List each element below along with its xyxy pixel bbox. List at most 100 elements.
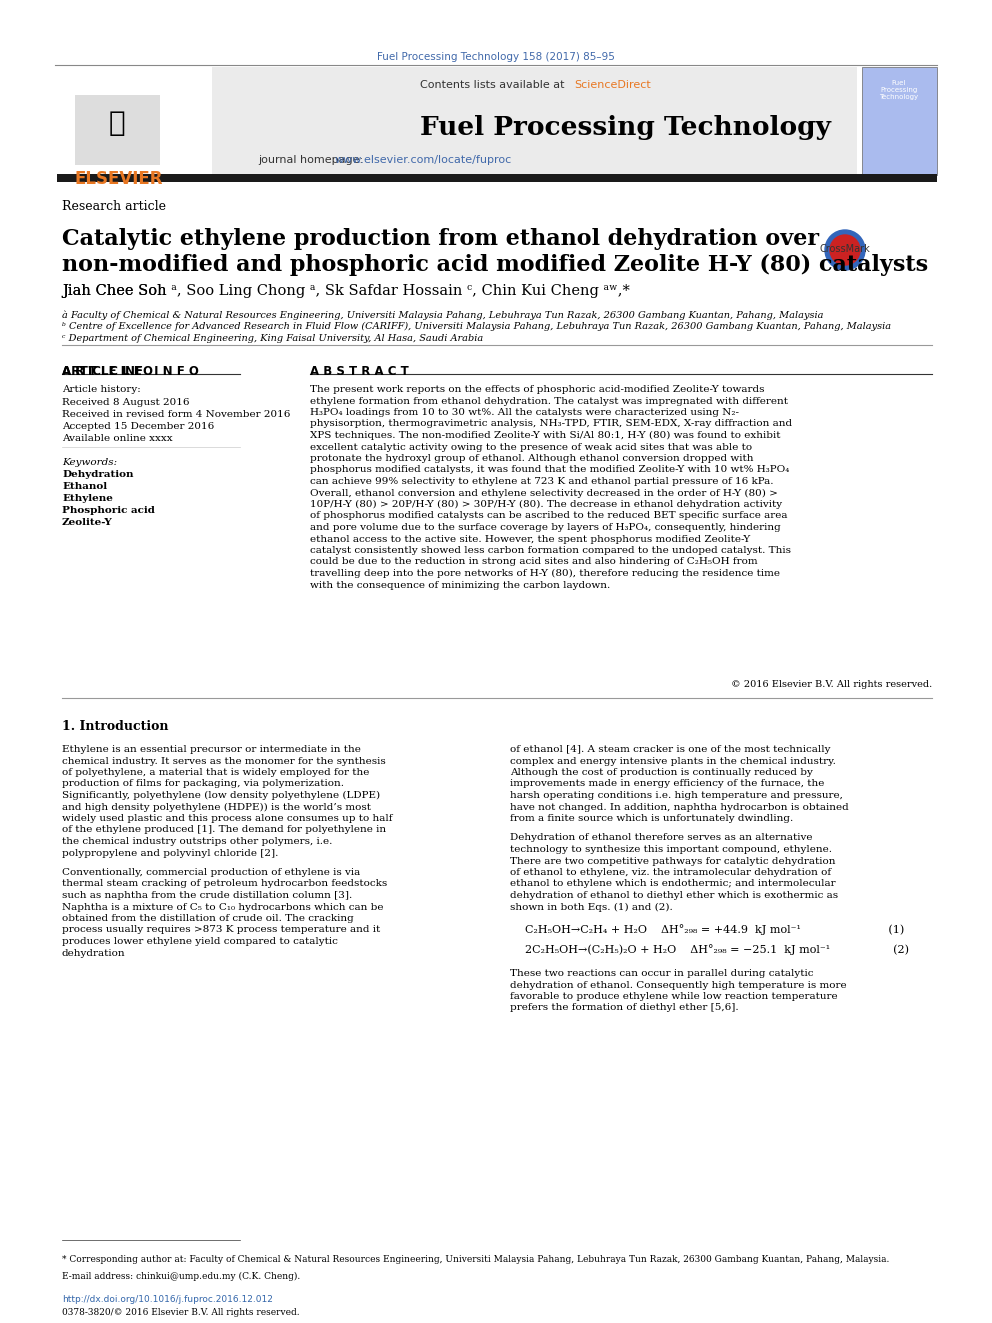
Text: and high density polyethylene (HDPE)) is the world’s most: and high density polyethylene (HDPE)) is… — [62, 803, 371, 811]
Text: CrossMark: CrossMark — [819, 243, 870, 254]
Text: Zeolite-Y: Zeolite-Y — [62, 519, 113, 527]
Text: Fuel Processing Technology: Fuel Processing Technology — [420, 115, 831, 140]
Text: Ethylene is an essential precursor or intermediate in the: Ethylene is an essential precursor or in… — [62, 745, 361, 754]
Text: prefers the formation of diethyl ether [5,6].: prefers the formation of diethyl ether [… — [510, 1004, 739, 1012]
Text: ethanol to ethylene which is endothermic; and intermolecular: ethanol to ethylene which is endothermic… — [510, 880, 835, 889]
Text: Dehydration of ethanol therefore serves as an alternative: Dehydration of ethanol therefore serves … — [510, 833, 812, 843]
Text: of the ethylene produced [1]. The demand for polyethylene in: of the ethylene produced [1]. The demand… — [62, 826, 386, 835]
Text: * Corresponding author at: Faculty of Chemical & Natural Resources Engineering, : * Corresponding author at: Faculty of Ch… — [62, 1256, 890, 1263]
Text: Received in revised form 4 November 2016: Received in revised form 4 November 2016 — [62, 410, 291, 419]
Text: and pore volume due to the surface coverage by layers of H₃PO₄, consequently, hi: and pore volume due to the surface cover… — [310, 523, 781, 532]
Text: E-mail address: chinkui@ump.edu.my (C.K. Cheng).: E-mail address: chinkui@ump.edu.my (C.K.… — [62, 1271, 301, 1281]
Text: Overall, ethanol conversion and ethylene selectivity decreased in the order of H: Overall, ethanol conversion and ethylene… — [310, 488, 778, 497]
Text: dehydration: dehydration — [62, 949, 126, 958]
Text: ethylene formation from ethanol dehydration. The catalyst was impregnated with d: ethylene formation from ethanol dehydrat… — [310, 397, 788, 406]
Text: with the consequence of minimizing the carbon laydown.: with the consequence of minimizing the c… — [310, 581, 610, 590]
Text: http://dx.doi.org/10.1016/j.fuproc.2016.12.012: http://dx.doi.org/10.1016/j.fuproc.2016.… — [62, 1295, 273, 1304]
Text: H₃PO₄ loadings from 10 to 30 wt%. All the catalysts were characterized using N₂-: H₃PO₄ loadings from 10 to 30 wt%. All th… — [310, 407, 739, 417]
Text: polypropylene and polyvinyl chloride [2].: polypropylene and polyvinyl chloride [2]… — [62, 848, 279, 857]
Text: Fuel
Processing
Technology: Fuel Processing Technology — [880, 79, 919, 101]
Text: thermal steam cracking of petroleum hydrocarbon feedstocks: thermal steam cracking of petroleum hydr… — [62, 880, 387, 889]
Text: à Faculty of Chemical & Natural Resources Engineering, Universiti Malaysia Pahan: à Faculty of Chemical & Natural Resource… — [62, 310, 823, 319]
Text: obtained from the distillation of crude oil. The cracking: obtained from the distillation of crude … — [62, 914, 354, 923]
Text: Article history:: Article history: — [62, 385, 141, 394]
Text: Available online xxxx: Available online xxxx — [62, 434, 173, 443]
Text: Jiah Chee Soh ᵃ, Soo Ling Chong ᵃ, Sk Safdar Hossain ᶜ, Chin Kui Cheng ᵃʷ,*: Jiah Chee Soh ᵃ, Soo Ling Chong ᵃ, Sk Sa… — [62, 284, 630, 298]
Text: phosphorus modified catalysts, it was found that the modified Zeolite-Y with 10 : phosphorus modified catalysts, it was fo… — [310, 466, 790, 475]
Text: Received 8 August 2016: Received 8 August 2016 — [62, 398, 189, 407]
Text: of phosphorus modified catalysts can be ascribed to the reduced BET specific sur: of phosphorus modified catalysts can be … — [310, 512, 788, 520]
Text: physisorption, thermogravimetric analysis, NH₃-TPD, FTIR, SEM-EDX, X-ray diffrac: physisorption, thermogravimetric analysi… — [310, 419, 793, 429]
Bar — [57, 175, 937, 183]
Text: Accepted 15 December 2016: Accepted 15 December 2016 — [62, 422, 214, 431]
Text: technology to synthesize this important compound, ethylene.: technology to synthesize this important … — [510, 845, 832, 855]
Text: produces lower ethylene yield compared to catalytic: produces lower ethylene yield compared t… — [62, 937, 338, 946]
Text: A B S T R A C T: A B S T R A C T — [310, 365, 409, 378]
Text: www.elsevier.com/locate/fuproc: www.elsevier.com/locate/fuproc — [335, 155, 512, 165]
Text: of ethanol [4]. A steam cracker is one of the most technically: of ethanol [4]. A steam cracker is one o… — [510, 745, 830, 754]
Text: Phosphoric acid: Phosphoric acid — [62, 505, 155, 515]
Text: non-modified and phosphoric acid modified Zeolite H-Y (80) catalysts: non-modified and phosphoric acid modifie… — [62, 254, 929, 277]
Text: Research article: Research article — [62, 200, 166, 213]
Text: Naphtha is a mixture of C₅ to C₁₀ hydrocarbons which can be: Naphtha is a mixture of C₅ to C₁₀ hydroc… — [62, 902, 384, 912]
Text: process usually requires >873 K process temperature and it: process usually requires >873 K process … — [62, 926, 380, 934]
Bar — [75, 95, 160, 165]
Text: of polyethylene, a material that is widely employed for the: of polyethylene, a material that is wide… — [62, 767, 369, 777]
Text: The present work reports on the effects of phosphoric acid-modified Zeolite-Y to: The present work reports on the effects … — [310, 385, 765, 394]
Text: Fuel Processing Technology 158 (2017) 85–95: Fuel Processing Technology 158 (2017) 85… — [377, 52, 615, 62]
Text: ELSEVIER: ELSEVIER — [75, 169, 164, 188]
Text: Dehydration: Dehydration — [62, 470, 134, 479]
Text: Although the cost of production is continually reduced by: Although the cost of production is conti… — [510, 767, 812, 777]
Text: Keywords:: Keywords: — [62, 458, 117, 467]
Text: ᶜ Department of Chemical Engineering, King Faisal University, Al Hasa, Saudi Ara: ᶜ Department of Chemical Engineering, Ki… — [62, 333, 483, 343]
Text: dehydration of ethanol. Consequently high temperature is more: dehydration of ethanol. Consequently hig… — [510, 980, 846, 990]
Text: A R T I C L E   I N F O: A R T I C L E I N F O — [62, 365, 198, 378]
Bar — [57, 67, 212, 175]
Text: harsh operating conditions i.e. high temperature and pressure,: harsh operating conditions i.e. high tem… — [510, 791, 843, 800]
Text: the chemical industry outstrips other polymers, i.e.: the chemical industry outstrips other po… — [62, 837, 332, 845]
Text: Ethanol: Ethanol — [62, 482, 107, 491]
Text: Ethylene: Ethylene — [62, 493, 113, 503]
Text: widely used plastic and this process alone consumes up to half: widely used plastic and this process alo… — [62, 814, 393, 823]
Text: C₂H₅OH→C₂H₄ + H₂O    ΔH°₂₉₈ = +44.9  kJ mol⁻¹                         (1): C₂H₅OH→C₂H₄ + H₂O ΔH°₂₉₈ = +44.9 kJ mol⁻… — [525, 923, 905, 935]
Text: improvements made in energy efficiency of the furnace, the: improvements made in energy efficiency o… — [510, 779, 824, 789]
Text: journal homepage:: journal homepage: — [258, 155, 367, 165]
Text: of ethanol to ethylene, viz. the intramolecular dehydration of: of ethanol to ethylene, viz. the intramo… — [510, 868, 831, 877]
Text: ScienceDirect: ScienceDirect — [574, 79, 651, 90]
Text: can achieve 99% selectivity to ethylene at 723 K and ethanol partial pressure of: can achieve 99% selectivity to ethylene … — [310, 478, 774, 486]
Text: © 2016 Elsevier B.V. All rights reserved.: © 2016 Elsevier B.V. All rights reserved… — [731, 680, 932, 689]
Text: such as naphtha from the crude distillation column [3].: such as naphtha from the crude distillat… — [62, 890, 352, 900]
Text: Conventionally, commercial production of ethylene is via: Conventionally, commercial production of… — [62, 868, 360, 877]
Text: 1. Introduction: 1. Introduction — [62, 720, 169, 733]
Text: 10P/H-Y (80) > 20P/H-Y (80) > 30P/H-Y (80). The decrease in ethanol dehydration : 10P/H-Y (80) > 20P/H-Y (80) > 30P/H-Y (8… — [310, 500, 782, 509]
Text: XPS techniques. The non-modified Zeolite-Y with Si/Al 80:1, H-Y (80) was found t: XPS techniques. The non-modified Zeolite… — [310, 431, 781, 441]
Bar — [57, 67, 857, 175]
Text: travelling deep into the pore networks of H-Y (80), therefore reducing the resid: travelling deep into the pore networks o… — [310, 569, 780, 578]
Circle shape — [830, 235, 860, 265]
Text: 🌳: 🌳 — [109, 110, 125, 138]
Text: production of films for packaging, via polymerization.: production of films for packaging, via p… — [62, 779, 344, 789]
Text: complex and energy intensive plants in the chemical industry.: complex and energy intensive plants in t… — [510, 757, 836, 766]
Text: catalyst consistently showed less carbon formation compared to the undoped catal: catalyst consistently showed less carbon… — [310, 546, 791, 556]
Text: Jiah Chee Soh: Jiah Chee Soh — [62, 284, 172, 298]
Text: could be due to the reduction in strong acid sites and also hindering of C₂H₅OH : could be due to the reduction in strong … — [310, 557, 758, 566]
Circle shape — [825, 230, 865, 270]
Text: Contents lists available at: Contents lists available at — [420, 79, 568, 90]
Text: have not changed. In addition, naphtha hydrocarbon is obtained: have not changed. In addition, naphtha h… — [510, 803, 849, 811]
Text: ᵇ Centre of Excellence for Advanced Research in Fluid Flow (CARIFF), Universiti : ᵇ Centre of Excellence for Advanced Rese… — [62, 321, 891, 331]
Text: chemical industry. It serves as the monomer for the synthesis: chemical industry. It serves as the mono… — [62, 757, 386, 766]
Text: favorable to produce ethylene while low reaction temperature: favorable to produce ethylene while low … — [510, 992, 837, 1002]
Text: 0378-3820/© 2016 Elsevier B.V. All rights reserved.: 0378-3820/© 2016 Elsevier B.V. All right… — [62, 1308, 300, 1316]
Text: shown in both Eqs. (1) and (2).: shown in both Eqs. (1) and (2). — [510, 902, 673, 912]
Text: There are two competitive pathways for catalytic dehydration: There are two competitive pathways for c… — [510, 856, 835, 865]
Text: These two reactions can occur in parallel during catalytic: These two reactions can occur in paralle… — [510, 968, 813, 978]
Text: dehydration of ethanol to diethyl ether which is exothermic as: dehydration of ethanol to diethyl ether … — [510, 890, 838, 900]
Text: excellent catalytic activity owing to the presence of weak acid sites that was a: excellent catalytic activity owing to th… — [310, 442, 752, 451]
Text: Catalytic ethylene production from ethanol dehydration over: Catalytic ethylene production from ethan… — [62, 228, 819, 250]
Text: Significantly, polyethylene (low density polyethylene (LDPE): Significantly, polyethylene (low density… — [62, 791, 380, 800]
Bar — [862, 67, 937, 175]
Text: from a finite source which is unfortunately dwindling.: from a finite source which is unfortunat… — [510, 814, 794, 823]
Text: protonate the hydroxyl group of ethanol. Although ethanol conversion dropped wit: protonate the hydroxyl group of ethanol.… — [310, 454, 754, 463]
Text: 2C₂H₅OH→(C₂H₅)₂O + H₂O    ΔH°₂₉₈ = −25.1  kJ mol⁻¹                  (2): 2C₂H₅OH→(C₂H₅)₂O + H₂O ΔH°₂₉₈ = −25.1 kJ… — [525, 945, 909, 955]
Text: ARTICLE INFO: ARTICLE INFO — [62, 365, 153, 378]
